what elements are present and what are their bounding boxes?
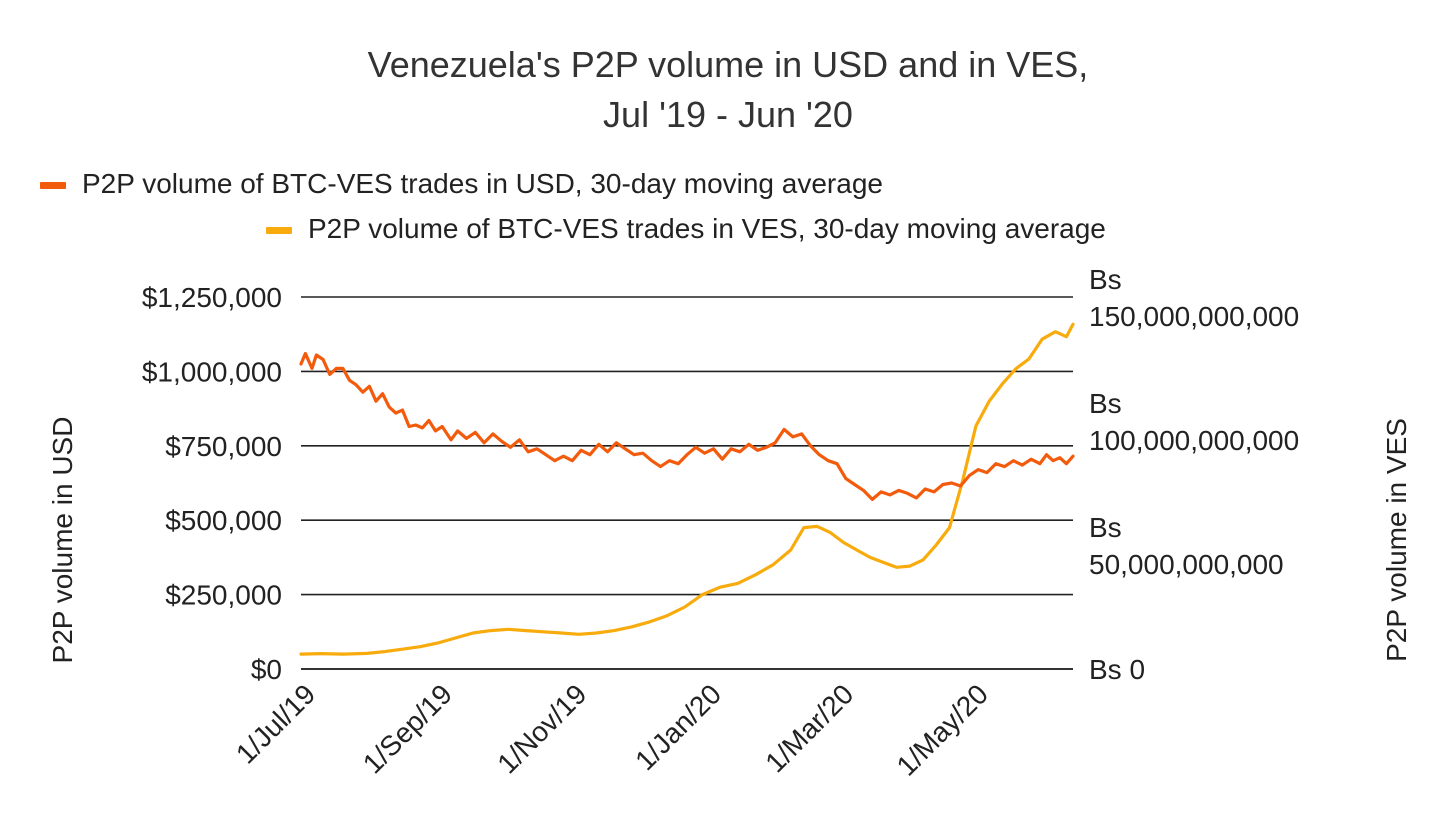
- chart-title: Venezuela's P2P volume in USD and in VES…: [367, 44, 1089, 85]
- y-right-tick-label: Bs 150,000,000,000: [1089, 264, 1299, 332]
- y-left-tick-label: $1,000,000: [142, 356, 282, 387]
- x-tick-label: 1/Sep/19: [357, 678, 458, 779]
- x-tick-label: 1/Nov/19: [491, 678, 592, 779]
- legend-label-ves: P2P volume of BTC-VES trades in VES, 30-…: [308, 213, 1106, 244]
- y-axis-left-title: P2P volume in USD: [47, 417, 78, 664]
- legend-item-ves: P2P volume of BTC-VES trades in VES, 30-…: [266, 213, 1106, 245]
- y-left-tick-label: $250,000: [165, 580, 282, 611]
- series-line-right: [299, 322, 1075, 656]
- y-right-tick-label: Bs 50,000,000,000: [1089, 512, 1284, 580]
- y-right-tick-label: Bs 100,000,000,000: [1089, 388, 1299, 456]
- y-right-tick-label: Bs 0: [1089, 654, 1145, 685]
- legend-swatch-ves: [266, 227, 292, 235]
- x-tick-label: 1/Mar/20: [759, 678, 859, 778]
- y-left-tick-label: $500,000: [165, 505, 282, 536]
- legend-swatch-usd: [40, 182, 66, 190]
- legend-item-usd: P2P volume of BTC-VES trades in USD, 30-…: [40, 168, 883, 200]
- y-axis-right-title: P2P volume in VES: [1381, 418, 1412, 662]
- y-left-tick-label: $0: [251, 654, 282, 685]
- y-left-tick-label: $1,250,000: [142, 282, 282, 313]
- x-tick-label: 1/May/20: [891, 678, 994, 781]
- series-line-left: [299, 351, 1075, 501]
- legend-label-usd: P2P volume of BTC-VES trades in USD, 30-…: [82, 168, 883, 199]
- y-left-tick-label: $750,000: [165, 431, 282, 462]
- x-tick-label: 1/Jul/19: [230, 678, 321, 769]
- x-tick-label: 1/Jan/20: [629, 678, 727, 776]
- chart-subtitle: Jul '19 - Jun '20: [603, 94, 853, 135]
